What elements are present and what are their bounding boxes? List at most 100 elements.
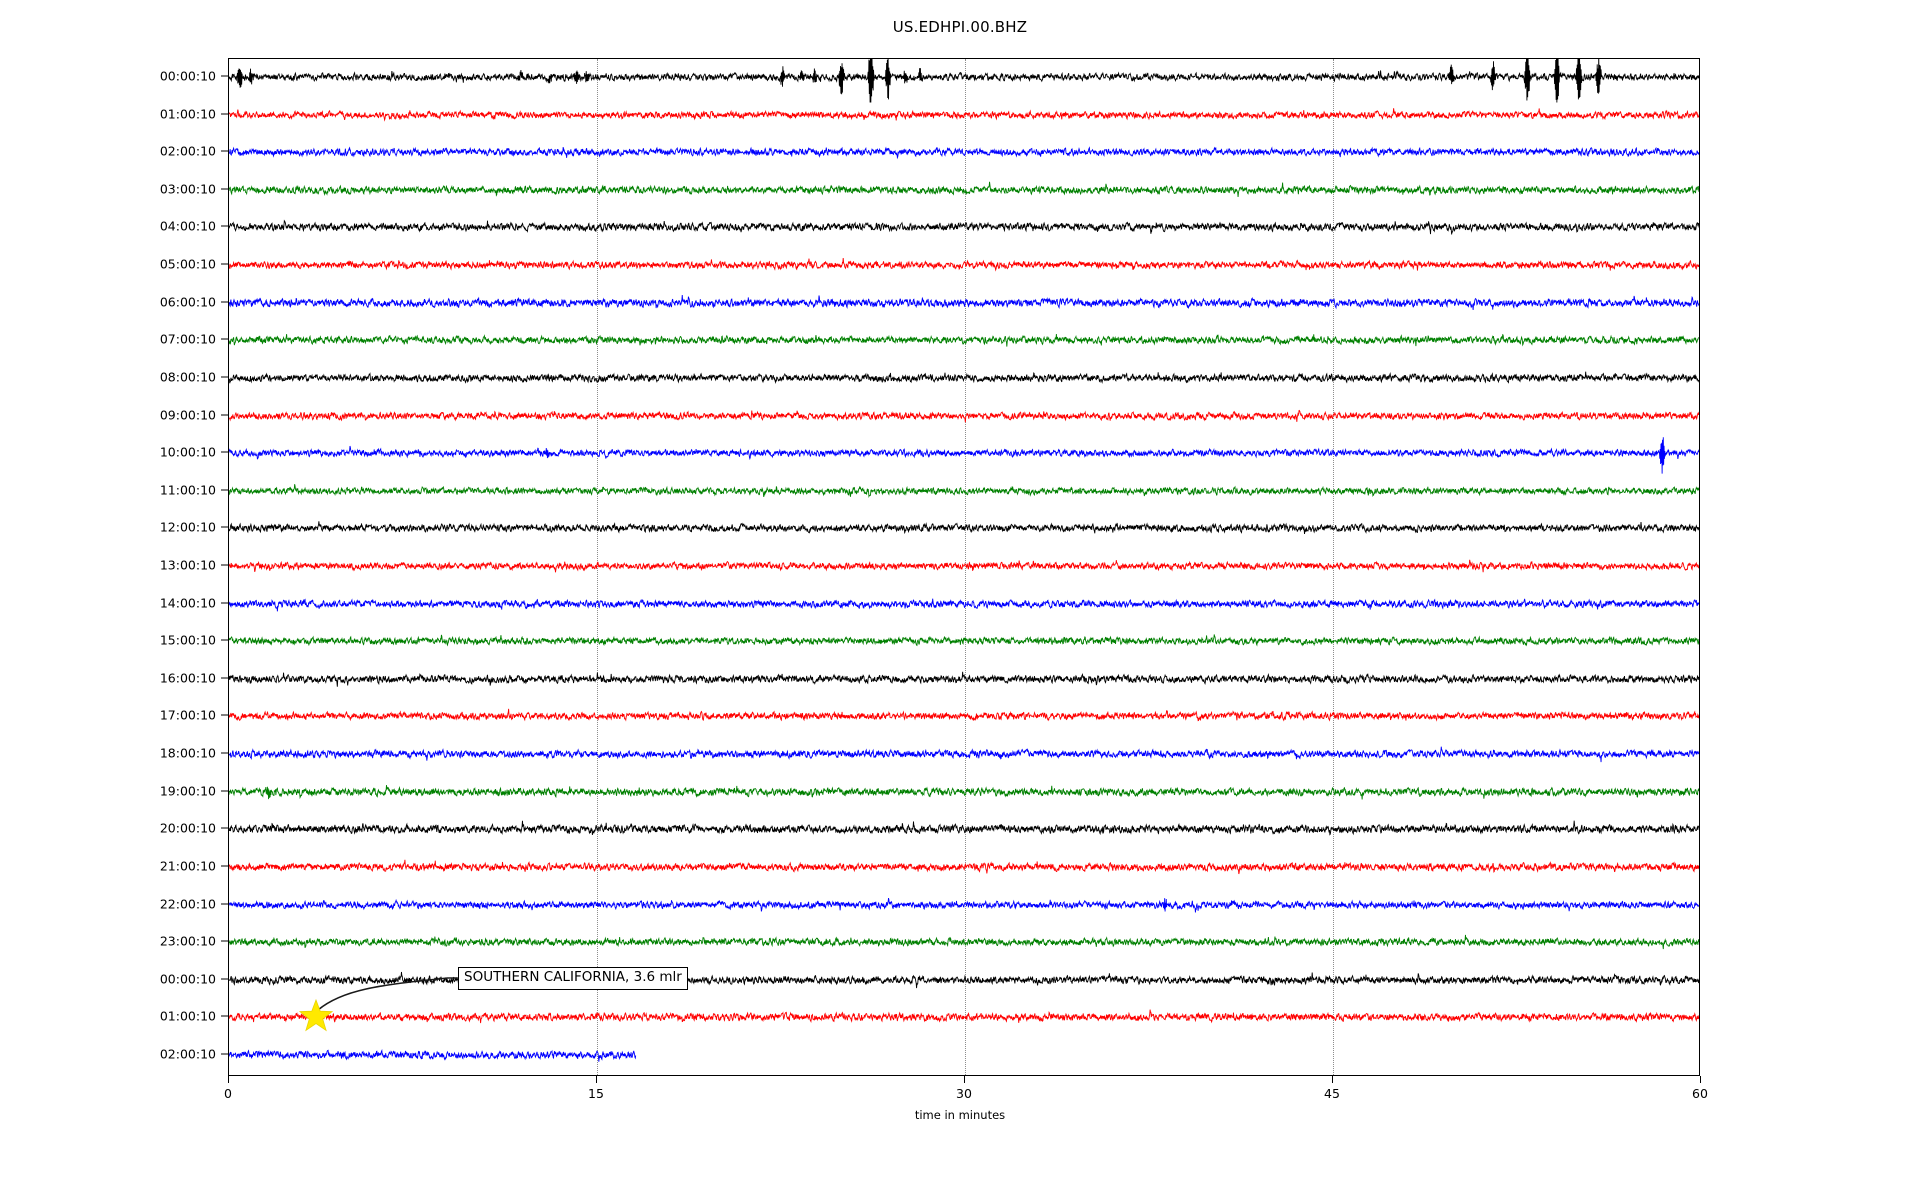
ytick-label: 07:00:10 xyxy=(159,331,216,347)
ytick-mark xyxy=(221,827,228,829)
ytick-label: 17:00:10 xyxy=(159,707,216,723)
xaxis-title: time in minutes xyxy=(914,1108,1006,1122)
seismic-trace xyxy=(229,201,1699,253)
ytick-mark xyxy=(221,263,228,265)
trace-path xyxy=(229,972,1699,988)
seismic-trace xyxy=(229,164,1699,216)
xtick-mark xyxy=(964,1076,965,1083)
seismic-trace xyxy=(229,465,1699,517)
ytick-label: 02:00:10 xyxy=(159,143,216,159)
xtick-label: 30 xyxy=(956,1086,972,1101)
xtick-label: 45 xyxy=(1324,1086,1340,1101)
seismic-trace xyxy=(229,89,1699,141)
plot-area xyxy=(229,59,1699,1075)
ytick-mark xyxy=(221,150,228,152)
trace-path xyxy=(229,747,1699,762)
ytick-mark xyxy=(221,714,228,716)
ytick-label: 00:00:10 xyxy=(159,68,216,84)
xtick-mark xyxy=(596,1076,597,1083)
seismic-trace xyxy=(229,314,1699,366)
trace-path xyxy=(229,221,1699,235)
ytick-label: 21:00:10 xyxy=(159,858,216,874)
ytick-mark xyxy=(221,376,228,378)
ytick-label: 18:00:10 xyxy=(159,745,216,761)
gridline-x-15 xyxy=(597,59,598,1075)
ytick-mark xyxy=(221,225,228,227)
trace-path xyxy=(229,182,1699,197)
trace-path xyxy=(229,821,1699,835)
ytick-label: 23:00:10 xyxy=(159,933,216,949)
trace-path xyxy=(229,522,1699,535)
ytick-label: 10:00:10 xyxy=(159,444,216,460)
seismic-trace xyxy=(229,916,1699,968)
xtick-mark xyxy=(1332,1076,1333,1083)
trace-path xyxy=(229,1010,1699,1024)
seismic-trace xyxy=(229,991,1699,1043)
trace-path xyxy=(229,898,1699,912)
ytick-mark xyxy=(221,602,228,604)
ytick-mark xyxy=(221,865,228,867)
plot-frame xyxy=(228,58,1700,1076)
ytick-label: 11:00:10 xyxy=(159,482,216,498)
ytick-label: 01:00:10 xyxy=(159,106,216,122)
ytick-label: 13:00:10 xyxy=(159,557,216,573)
seismic-trace xyxy=(229,126,1699,178)
ytick-mark xyxy=(221,489,228,491)
ytick-mark xyxy=(221,940,228,942)
trace-path xyxy=(229,935,1699,949)
ytick-label: 05:00:10 xyxy=(159,256,216,272)
ytick-label: 22:00:10 xyxy=(159,896,216,912)
xtick-label: 15 xyxy=(588,1086,604,1101)
ytick-label: 14:00:10 xyxy=(159,595,216,611)
ytick-mark xyxy=(221,978,228,980)
trace-path xyxy=(229,372,1699,384)
xtick-label: 60 xyxy=(1692,1086,1708,1101)
seismic-trace xyxy=(229,879,1699,931)
seismic-trace xyxy=(229,578,1699,630)
seismic-trace xyxy=(229,502,1699,554)
ytick-mark xyxy=(221,564,228,566)
trace-path xyxy=(229,108,1699,120)
ytick-label: 01:00:10 xyxy=(159,1008,216,1024)
ytick-mark xyxy=(221,1015,228,1017)
ytick-label: 04:00:10 xyxy=(159,218,216,234)
xtick-mark xyxy=(1700,1076,1701,1083)
ytick-mark xyxy=(221,338,228,340)
ytick-mark xyxy=(221,790,228,792)
seismic-trace xyxy=(229,690,1699,742)
ytick-mark xyxy=(221,1053,228,1055)
ytick-mark xyxy=(221,903,228,905)
seismic-trace xyxy=(229,615,1699,667)
seismic-trace xyxy=(229,728,1699,780)
trace-path xyxy=(229,785,1699,799)
seismic-trace xyxy=(229,540,1699,592)
trace-path xyxy=(229,635,1699,646)
seismic-trace xyxy=(229,239,1699,291)
ytick-label: 08:00:10 xyxy=(159,369,216,385)
seismic-trace xyxy=(229,653,1699,705)
trace-path xyxy=(229,672,1699,687)
trace-path xyxy=(229,437,1699,473)
seismic-trace xyxy=(229,352,1699,404)
page-title: US.EDHPI.00.BHZ xyxy=(892,18,1028,36)
ytick-label: 12:00:10 xyxy=(159,519,216,535)
ytick-label: 15:00:10 xyxy=(159,632,216,648)
ytick-label: 09:00:10 xyxy=(159,407,216,423)
trace-path xyxy=(229,860,1699,874)
ytick-mark xyxy=(221,113,228,115)
seismic-trace xyxy=(229,1029,1699,1075)
ytick-mark xyxy=(221,188,228,190)
gridline-x-30 xyxy=(965,59,966,1075)
trace-path xyxy=(229,258,1699,271)
xtick-mark xyxy=(228,1076,229,1083)
ytick-label: 00:00:10 xyxy=(159,971,216,987)
ytick-mark xyxy=(221,526,228,528)
ytick-mark xyxy=(221,75,228,77)
ytick-mark xyxy=(221,752,228,754)
trace-path xyxy=(229,295,1699,310)
trace-path xyxy=(229,598,1699,611)
ytick-label: 03:00:10 xyxy=(159,181,216,197)
trace-path xyxy=(229,59,1699,103)
seismic-trace xyxy=(229,766,1699,818)
